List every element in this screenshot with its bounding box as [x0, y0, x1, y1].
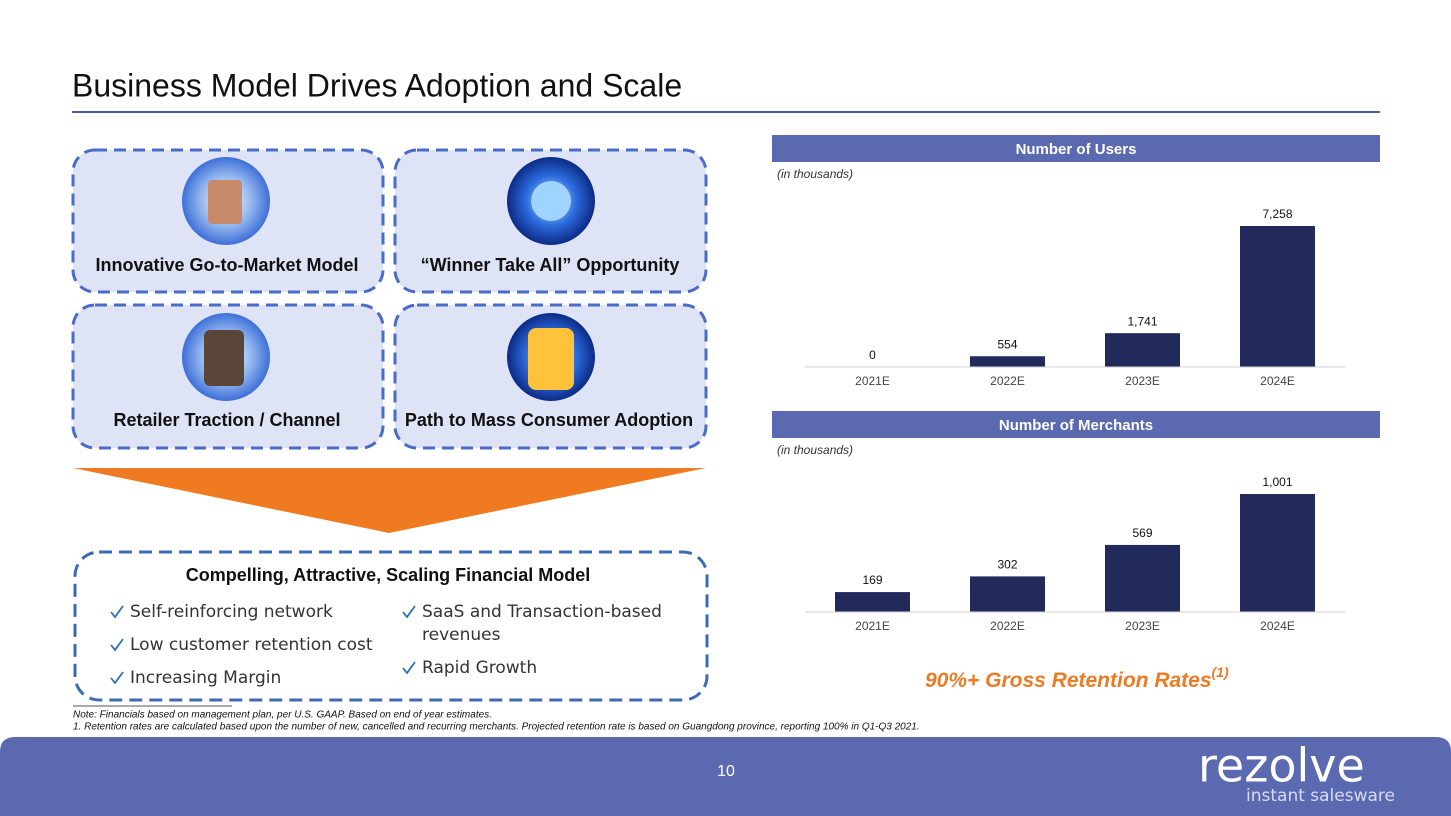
bullet-text: Low customer retention cost	[130, 635, 373, 655]
x-tick-label: 2022E	[990, 619, 1025, 633]
check-icon	[110, 638, 124, 652]
icon	[204, 330, 244, 386]
summary-title: Compelling, Attractive, Scaling Financia…	[186, 565, 590, 585]
chart-title: Number of Users	[1016, 141, 1137, 158]
x-tick-label: 2023E	[1125, 374, 1160, 388]
value-label: 169	[862, 573, 882, 587]
box-label: Innovative Go-to-Market Model	[95, 255, 358, 275]
value-label: 1,001	[1262, 475, 1292, 489]
left-bullets: Self-reinforcing network Low customer ret…	[110, 601, 380, 700]
funnel-arrow	[73, 468, 706, 533]
logo-tagline: instant salesware	[1246, 786, 1395, 806]
chart-header	[772, 411, 1380, 438]
chart-title: Number of Merchants	[999, 417, 1153, 434]
logo: rezolve	[1198, 739, 1365, 793]
bar	[1105, 544, 1180, 612]
feature-icons	[182, 157, 595, 401]
check-icon	[110, 605, 124, 619]
bullet: Increasing Margin	[110, 667, 380, 690]
chart-subtitle: (in thousands)	[777, 443, 853, 457]
retention-superscript: (1)	[1212, 664, 1229, 680]
bullet-text: Increasing Margin	[130, 668, 282, 688]
x-tick-label: 2023E	[1125, 619, 1160, 633]
chart-subtitle: (in thousands)	[777, 167, 853, 181]
value-label: 7,258	[1262, 207, 1292, 221]
bullet: Low customer retention cost	[110, 634, 380, 657]
bullet: SaaS and Transaction-based revenues	[402, 601, 672, 647]
bar	[1240, 226, 1315, 367]
value-label: 1,741	[1127, 314, 1157, 328]
x-tick-label: 2022E	[990, 374, 1025, 388]
right-bullets: SaaS and Transaction-based revenues Rapid…	[402, 601, 672, 690]
bar	[1240, 494, 1315, 612]
bullet: Self-reinforcing network	[110, 601, 380, 624]
bullet: Rapid Growth	[402, 657, 672, 680]
bar	[970, 576, 1045, 612]
retention-text: 90%+ Gross Retention Rates(1)	[925, 664, 1229, 692]
box-label: Path to Mass Consumer Adoption	[405, 410, 693, 430]
note: Note: Financials based on management pla…	[73, 710, 492, 721]
x-tick-label: 2024E	[1260, 374, 1295, 388]
bar	[835, 592, 910, 612]
x-tick-label: 2021E	[855, 374, 890, 388]
bullet-text: Rapid Growth	[422, 658, 538, 678]
check-icon	[402, 605, 416, 619]
page-number: 10	[717, 763, 735, 780]
value-label: 302	[997, 558, 1017, 572]
check-icon	[402, 661, 416, 675]
value-label: 0	[869, 348, 876, 362]
feature-boxes	[71, 148, 708, 450]
value-label: 569	[1132, 526, 1152, 540]
x-tick-label: 2021E	[855, 619, 890, 633]
icon	[208, 180, 242, 224]
bar	[1105, 333, 1180, 367]
footer-band	[0, 737, 1451, 816]
icon	[528, 328, 574, 390]
box-label: Retailer Traction / Channel	[113, 410, 340, 430]
bullet-text: Self-reinforcing network	[130, 602, 333, 622]
icon	[531, 181, 571, 221]
note: 1. Retention rates are calculated based …	[73, 722, 920, 733]
bullet-text: SaaS and Transaction-based revenues	[422, 602, 662, 645]
chart-header	[772, 135, 1380, 162]
retention-main: 90%+ Gross Retention Rates	[925, 669, 1212, 692]
summary-box	[73, 550, 709, 702]
bar	[970, 356, 1045, 367]
check-icon	[110, 671, 124, 685]
value-label: 554	[997, 337, 1017, 351]
slide-title: Business Model Drives Adoption and Scale	[72, 67, 682, 103]
box-label: “Winner Take All” Opportunity	[421, 255, 680, 275]
x-tick-label: 2024E	[1260, 619, 1295, 633]
